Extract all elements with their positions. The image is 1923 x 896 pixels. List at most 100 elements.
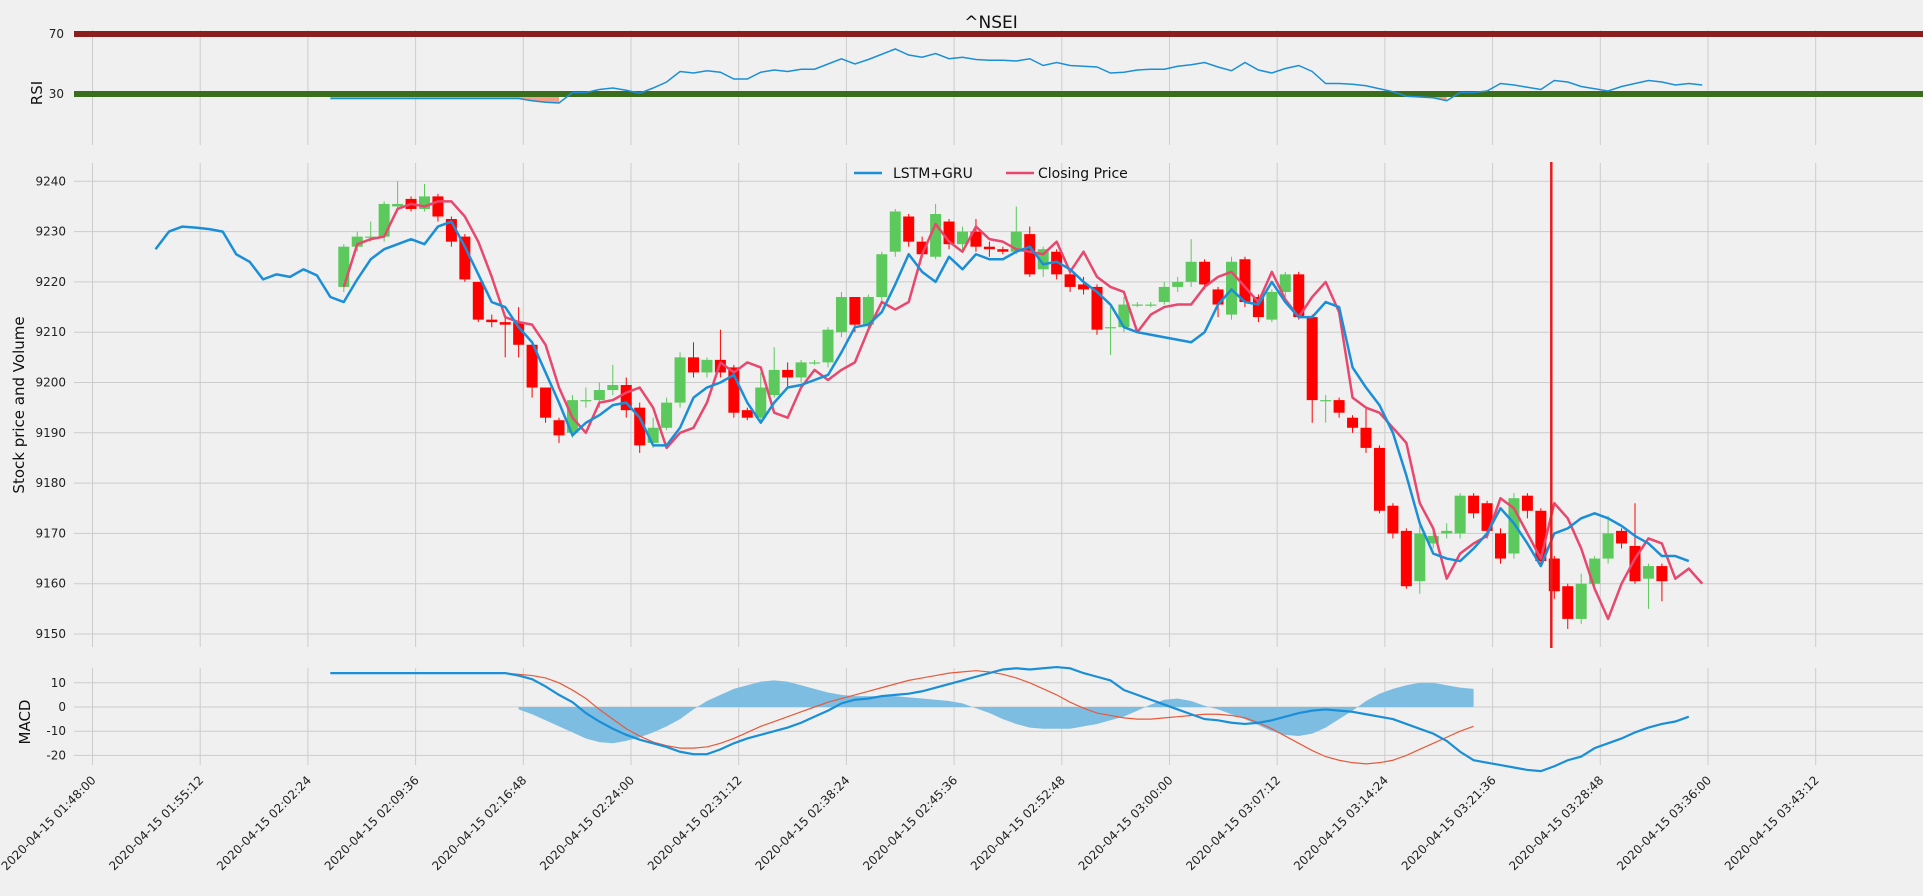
candlesticks <box>338 181 1668 629</box>
rsi-bands <box>74 31 1923 97</box>
bullish-candle <box>392 203 404 207</box>
macd-histogram-area <box>518 680 1474 744</box>
bearish-candle <box>849 296 861 325</box>
bearish-candle <box>486 319 498 323</box>
bearish-candle <box>1347 417 1359 428</box>
bullish-candle <box>1427 535 1439 544</box>
x-tick-label: 2020-04-15 01:55:12 <box>106 773 206 873</box>
bearish-candle <box>1239 259 1251 303</box>
bearish-candle <box>1535 510 1547 562</box>
bullish-candle <box>1642 566 1654 579</box>
price-y-label: Stock price and Volume <box>10 316 28 493</box>
x-tick-label: 2020-04-15 02:38:24 <box>752 773 852 873</box>
macd-line <box>330 665 1690 773</box>
bullish-candle <box>1266 291 1278 320</box>
bearish-candle <box>1373 447 1385 511</box>
bullish-candle <box>1104 327 1116 329</box>
price-y-tick-label: 9220 <box>35 275 66 289</box>
price-y-tick-label: 9230 <box>35 225 66 239</box>
rsi-y-label: RSI <box>28 81 46 105</box>
bearish-candle <box>1387 505 1399 534</box>
bullish-candle <box>351 236 363 247</box>
bearish-candle <box>970 231 982 247</box>
bullish-candle <box>862 296 874 325</box>
bearish-candle <box>1252 296 1264 318</box>
bullish-candle <box>930 213 942 257</box>
legend: LSTM+GRU Closing Price <box>854 166 1128 182</box>
x-tick-label: 2020-04-15 03:00:00 <box>1076 773 1176 873</box>
price-panel: 9150 9160 9170 9180 9190 9200 9210 9220 9230 9240… <box>10 162 1923 648</box>
bearish-candle <box>943 221 955 245</box>
bearish-candle <box>1656 566 1668 582</box>
bullish-candle <box>1037 249 1049 270</box>
bearish-candle <box>540 387 552 418</box>
bullish-candle <box>755 387 767 418</box>
macd-y-tick-label: 0 <box>58 700 66 714</box>
bullish-candle <box>661 402 673 428</box>
rsi-y-ticks: 30 70 <box>49 27 64 101</box>
bullish-candle <box>822 329 834 363</box>
bullish-candle <box>1158 286 1170 303</box>
macd-y-tick-label: 10 <box>51 676 66 690</box>
x-tick-label: 2020-04-15 02:16:48 <box>429 773 529 873</box>
x-tick-label: 2020-04-15 01:48:00 <box>0 773 99 873</box>
price-y-tick-label: 9160 <box>35 577 66 591</box>
price-y-tick-label: 9190 <box>35 426 66 440</box>
bullish-candle <box>593 390 605 401</box>
bullish-candle <box>889 211 901 252</box>
bearish-candle <box>432 196 444 217</box>
bearish-candle <box>1199 261 1211 285</box>
price-y-ticks: 9150 9160 9170 9180 9190 9200 9210 9220 9230 9240 <box>35 174 66 641</box>
bullish-candle <box>1320 400 1332 402</box>
bearish-candle <box>445 219 457 242</box>
bearish-candle <box>1293 274 1305 318</box>
x-tick-label: 2020-04-15 02:45:36 <box>860 773 960 873</box>
bearish-candle <box>513 322 525 345</box>
bullish-candle <box>1508 498 1520 554</box>
bullish-candle <box>1185 261 1197 282</box>
bullish-candle <box>607 385 619 391</box>
bearish-candle <box>499 322 511 325</box>
bearish-candle <box>1212 289 1224 305</box>
bearish-candle <box>1078 284 1090 290</box>
bearish-candle <box>1481 503 1493 531</box>
legend-label-closing-price: Closing Price <box>1038 166 1128 182</box>
x-axis-ticks: 2020-04-15 01:48:00 2020-04-15 01:55:12 20… <box>0 773 1822 873</box>
x-tick-label: 2020-04-15 03:07:12 <box>1183 773 1283 873</box>
x-tick-label: 2020-04-15 03:21:36 <box>1399 773 1499 873</box>
bullish-candle <box>378 203 390 237</box>
x-tick-label: 2020-04-15 03:28:48 <box>1506 773 1606 873</box>
macd-histogram <box>518 680 1474 744</box>
rsi-line <box>330 48 1703 104</box>
bullish-candle <box>647 427 659 443</box>
bearish-candle <box>782 369 794 378</box>
lstm-gru-line <box>154 220 1690 568</box>
bearish-candle <box>1521 495 1533 511</box>
bullish-candle <box>365 236 377 238</box>
x-tick-label: 2020-04-15 02:31:12 <box>645 773 745 873</box>
price-lines <box>154 200 1704 621</box>
bearish-candle <box>472 281 484 320</box>
bullish-candle <box>957 231 968 245</box>
bearish-candle <box>916 241 928 255</box>
x-tick-label: 2020-04-15 02:24:00 <box>537 773 637 873</box>
bearish-candle <box>1306 317 1318 401</box>
bullish-candle <box>1010 231 1022 252</box>
bullish-candle <box>809 362 821 364</box>
bullish-candle <box>419 196 430 209</box>
signal-line <box>330 670 1474 765</box>
x-tick-label: 2020-04-15 03:43:12 <box>1722 773 1822 873</box>
bullish-candle <box>795 362 807 378</box>
bearish-candle <box>997 249 1009 252</box>
bearish-candle <box>620 385 632 411</box>
x-tick-label: 2020-04-15 02:02:24 <box>214 773 314 873</box>
bearish-candle <box>1495 533 1506 559</box>
price-y-tick-label: 9240 <box>35 174 66 188</box>
bullish-candle <box>1118 304 1130 328</box>
bearish-candle <box>688 357 699 373</box>
price-y-tick-label: 9150 <box>35 627 66 641</box>
bullish-candle <box>876 254 888 297</box>
bearish-candle <box>1400 530 1412 587</box>
bearish-candle <box>741 410 753 418</box>
